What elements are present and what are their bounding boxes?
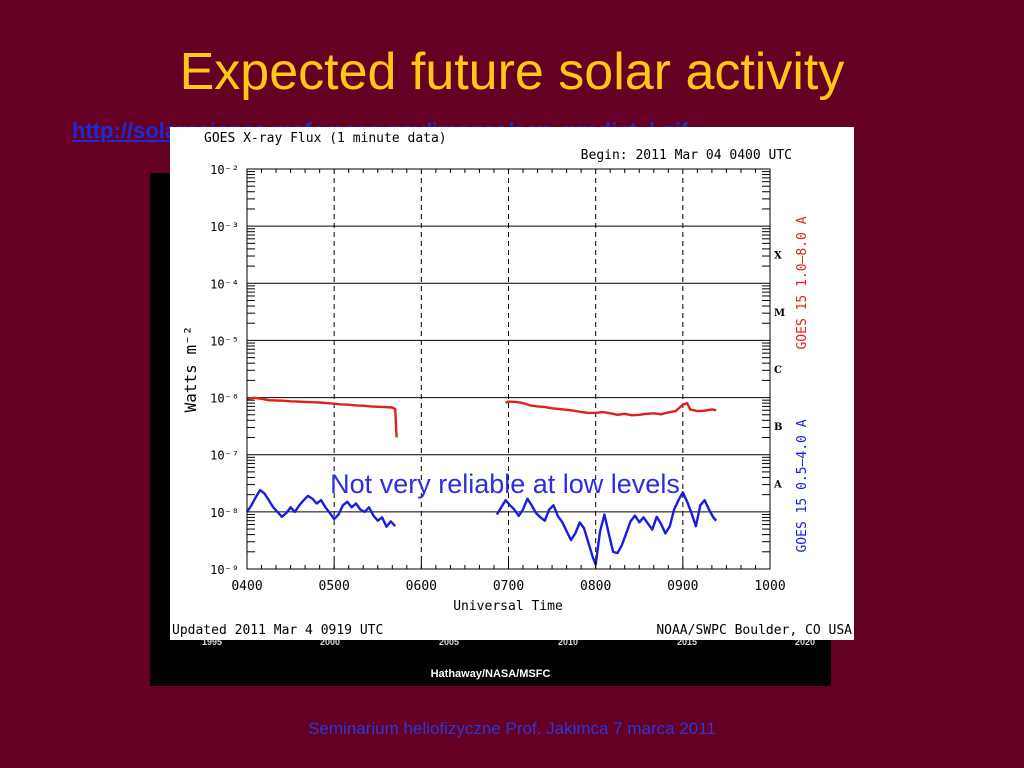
y-tick-label: 10⁻² <box>210 163 239 177</box>
y-axis-label: Watts m⁻² <box>181 326 200 413</box>
x-tick-label: 0900 <box>667 579 698 594</box>
short-wave-series-line <box>495 491 718 566</box>
flare-class-label: X <box>774 251 782 262</box>
goes-xray-chart: GOES X-ray Flux (1 minute data) Begin: 2… <box>170 127 854 640</box>
flare-class-label: C <box>774 365 782 376</box>
y-tick-label: 10⁻⁴ <box>210 277 239 291</box>
y-tick-label: 10⁻⁵ <box>210 334 239 348</box>
x-tick-label: 0500 <box>319 579 350 594</box>
source-label: NOAA/SWPC Boulder, CO USA <box>656 623 852 638</box>
x-tick-label: 1000 <box>754 579 785 594</box>
y-tick-label: 10⁻³ <box>210 220 239 234</box>
flare-class-label: M <box>774 308 785 319</box>
slide-footer: Seminarium heliofizyczne Prof. Jakimca 7… <box>308 719 716 738</box>
long-wave-series-line <box>505 400 717 417</box>
chart-title: GOES X-ray Flux (1 minute data) <box>204 131 447 146</box>
background-x-tick: 2000 <box>320 637 341 647</box>
axis-layer: 10⁻² 10⁻³ 10⁻⁴ 10⁻⁵ 10⁻⁶ 10⁻⁷ 10⁻⁸ 10⁻⁹ 0400 0500… <box>210 163 786 594</box>
series-layer <box>246 396 718 566</box>
long-wave-series-line <box>246 396 398 438</box>
x-tick-label: 0600 <box>406 579 437 594</box>
background-chart-x-ticks: 1995 2000 2005 2010 2015 2020 <box>150 637 831 649</box>
chart-begin-label: Begin: 2011 Mar 04 0400 UTC <box>581 148 792 163</box>
series-label-long: GOES 15 1.0–8.0 A <box>795 216 810 349</box>
y-tick-label: 10⁻⁶ <box>210 392 239 406</box>
background-x-tick: 2010 <box>558 637 579 647</box>
short-wave-series-line <box>246 488 397 528</box>
series-label-short: GOES 15 0.5–4.0 A <box>795 419 810 552</box>
background-x-tick: 2020 <box>795 637 816 647</box>
x-axis-label: Universal Time <box>453 599 563 614</box>
x-tick-label: 0800 <box>580 579 611 594</box>
flare-class-label: B <box>774 422 782 433</box>
goes-xray-plot: GOES X-ray Flux (1 minute data) Begin: 2… <box>172 131 852 638</box>
y-tick-label: 10⁻⁸ <box>210 506 239 520</box>
plot-frame <box>246 168 771 570</box>
background-x-tick: 2015 <box>677 637 698 647</box>
background-x-tick: 1995 <box>202 637 223 647</box>
reliability-note: Not very reliable at low levels <box>330 469 680 499</box>
slide-title: Expected future solar activity <box>179 43 845 101</box>
x-tick-label: 0400 <box>231 579 262 594</box>
x-tick-label: 0700 <box>493 579 524 594</box>
background-chart-credit: Hathaway/NASA/MSFC <box>430 668 551 680</box>
y-tick-label: 10⁻⁷ <box>210 449 239 463</box>
background-x-tick: 2005 <box>439 637 460 647</box>
flare-class-label: A <box>773 479 782 490</box>
y-tick-label: 10⁻⁹ <box>210 563 239 577</box>
updated-label: Updated 2011 Mar 4 0919 UTC <box>172 623 383 638</box>
